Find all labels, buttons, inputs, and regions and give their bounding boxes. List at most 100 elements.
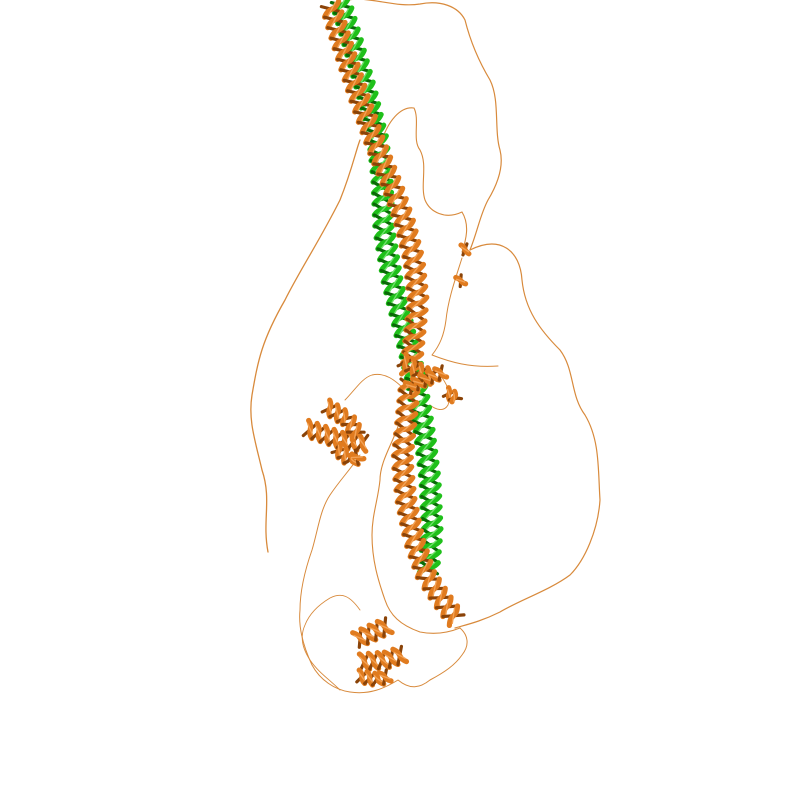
helix-turn-highlight — [350, 75, 359, 91]
helix-turn-highlight — [455, 278, 466, 283]
helix-turn-highlight — [416, 407, 427, 422]
helix-turn-highlight — [376, 147, 384, 164]
helix-turn-highlight — [365, 673, 374, 684]
helix-turn-highlight — [358, 656, 371, 667]
helix-turn-highlight — [358, 671, 366, 682]
helix-turn-highlight — [416, 551, 425, 567]
alpha-helices — [301, 0, 472, 688]
helix-turn-highlight — [401, 390, 415, 403]
helix-turn-highlight — [423, 461, 435, 476]
helix-turn-highlight — [377, 623, 392, 631]
loop-mid-right — [429, 374, 451, 410]
helix-turn-highlight — [411, 360, 416, 375]
helix-turn-highlight — [451, 607, 456, 625]
helix-turn-highlight — [335, 406, 340, 420]
helix-domain-left-3 — [330, 440, 367, 467]
helix-turn-highlight — [460, 246, 470, 253]
helix-turn-highlight — [384, 167, 392, 184]
helix-turn-highlight — [427, 373, 439, 379]
helix-turn-highlight — [403, 355, 408, 370]
helix-turn-highlight — [421, 451, 433, 465]
helix-small-right — [458, 242, 472, 257]
helix-turn-highlight — [406, 341, 420, 354]
helix-turn-highlight — [340, 43, 349, 59]
helix-turn-highlight — [397, 466, 409, 480]
helix-turn-highlight — [400, 488, 412, 503]
helix-turn-highlight — [382, 245, 393, 260]
helix-turn-highlight — [323, 428, 331, 443]
helix-turn-highlight — [315, 425, 323, 440]
helix-turn-highlight — [367, 655, 380, 667]
helix-turn-highlight — [327, 1, 336, 17]
helix-turn-highlight — [346, 64, 356, 80]
helix-turn-highlight — [336, 33, 346, 49]
helix-turn-highlight — [391, 188, 400, 205]
helix-turn-highlight — [343, 449, 347, 462]
helix-turn-highlight — [410, 275, 422, 289]
helix-turn-highlight — [342, 411, 346, 424]
helix-turn-highlight — [379, 674, 391, 680]
helix-turn-highlight — [396, 445, 410, 457]
helix-turn-highlight — [396, 310, 406, 325]
helix-turn-highlight — [306, 422, 314, 437]
helix-domain-mid-3 — [441, 385, 464, 405]
helix-turn-highlight — [409, 308, 424, 321]
coil-loops — [250, 0, 601, 694]
loop-left-domain-down — [299, 454, 361, 693]
helix-turn-highlight — [395, 199, 404, 215]
helix-turn-highlight — [349, 417, 353, 432]
helix-domain-bottom-2 — [356, 644, 410, 672]
helix-turn-highlight — [369, 627, 384, 634]
helix-turn-highlight — [425, 517, 438, 531]
loop-right-big — [454, 243, 601, 629]
helix-turn-highlight — [376, 655, 390, 665]
helix-domain-bottom-1 — [350, 616, 395, 649]
loop-domain-link — [344, 373, 406, 401]
helix-turn-highlight — [340, 434, 349, 447]
helix-turn-highlight — [379, 224, 390, 239]
helix-turn-highlight — [396, 456, 409, 469]
helix-domain-mid-2 — [402, 364, 450, 395]
loop-center-to-bottom — [371, 419, 461, 634]
helix-domain-bottom-3 — [355, 667, 394, 688]
loop-bottom-lower — [349, 627, 468, 694]
helix-turn-highlight — [327, 401, 333, 416]
helix-turn-highlight — [408, 319, 423, 332]
helix-turn-highlight — [418, 418, 429, 432]
helix-turn-highlight — [357, 436, 367, 449]
helix-turn-highlight — [412, 380, 425, 385]
helix-turn-highlight — [406, 520, 417, 535]
helix-turn-highlight — [425, 506, 438, 520]
helix-turn-highlight — [406, 241, 416, 257]
helix-turn-highlight — [424, 484, 437, 498]
helix-turn-highlight — [357, 96, 366, 112]
helix-turn-highlight — [420, 561, 429, 578]
helix-turn-highlight — [445, 598, 449, 616]
helix-turn-highlight — [350, 456, 363, 459]
helix-turn-highlight — [404, 509, 415, 524]
helix-turn-highlight — [376, 180, 389, 194]
helix-turn-highlight — [452, 392, 456, 402]
helix-turn-highlight — [384, 256, 395, 271]
helix-turn-highlight — [434, 370, 447, 376]
helix-turn-highlight — [361, 106, 369, 122]
helix-turn-highlight — [398, 209, 408, 225]
helix-turn-highlight — [393, 651, 407, 660]
helix-turn-highlight — [337, 444, 341, 457]
helix-turn-highlight — [380, 157, 388, 174]
helix-turn-highlight — [420, 376, 432, 382]
helix-turn-highlight — [446, 388, 452, 399]
helix-turn-highlight — [353, 85, 363, 101]
helix-turn-highlight — [330, 12, 340, 28]
helix-turn-highlight — [402, 498, 413, 513]
helix-turn-highlight — [426, 572, 432, 588]
helix-turn-highlight — [391, 288, 401, 304]
helix-turn-highlight — [405, 384, 418, 389]
loop-right-inner — [431, 257, 499, 367]
loop-bottom-left — [301, 594, 361, 691]
helix-turn-highlight — [398, 423, 412, 435]
helix-turn-highlight — [409, 264, 421, 278]
helix-turn-highlight — [438, 589, 443, 607]
helix-turn-highlight — [393, 299, 404, 315]
